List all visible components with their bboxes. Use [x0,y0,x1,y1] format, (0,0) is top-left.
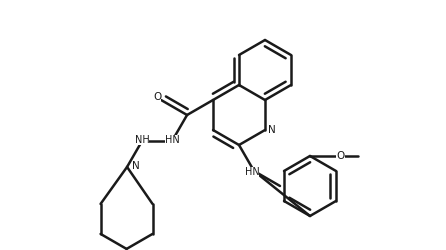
Text: HN: HN [245,167,260,177]
Text: O: O [153,92,161,102]
Text: O: O [336,151,345,161]
Text: N: N [268,125,276,135]
Text: NH: NH [135,135,149,145]
Text: HN: HN [165,135,179,145]
Text: N: N [132,161,140,171]
